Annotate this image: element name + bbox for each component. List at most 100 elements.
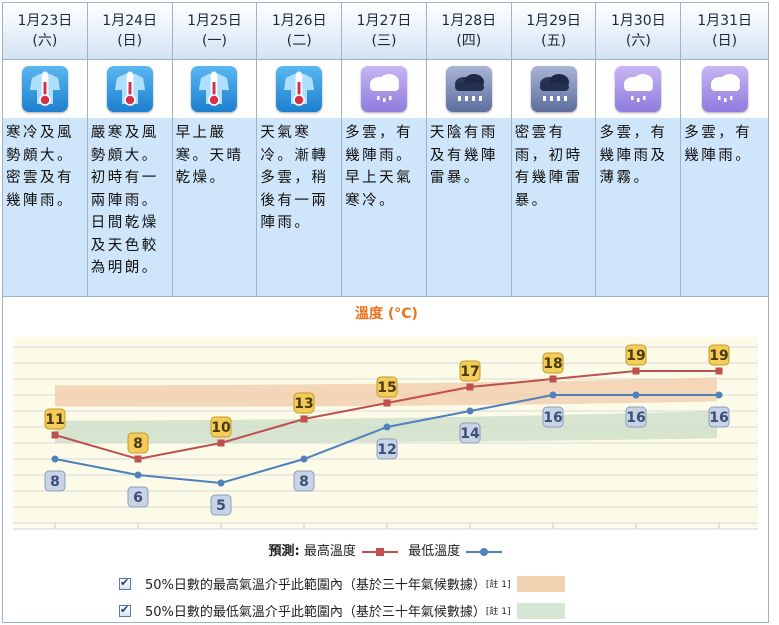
min-temp-label-box (127, 486, 149, 508)
forecast-date: 1月28日 (441, 13, 497, 29)
cold-icon (191, 66, 238, 112)
max-temp-label: 11 (45, 412, 64, 428)
min-range-checkbox[interactable] (119, 603, 131, 617)
min-temp-label-box (625, 406, 647, 428)
max-temp-label-box (210, 416, 232, 438)
max-temp-label-box (459, 360, 481, 382)
forecast-description: 早上嚴寒。天晴乾燥。 (172, 118, 257, 296)
forecast-weekday: (五) (541, 33, 567, 49)
forecast-icon-cell (681, 60, 769, 118)
max-temp-point (51, 431, 59, 439)
forecast-date: 1月25日 (187, 13, 242, 29)
min-temp-label-box (293, 470, 315, 492)
min-temp-point (715, 391, 723, 399)
forecast-weekday: (四) (456, 33, 482, 49)
legend-max-label: 最高溫度 (303, 544, 356, 559)
forecast-icon-cell (426, 60, 511, 118)
forecast-weekday: (日) (117, 33, 143, 49)
min-temp-label: 12 (377, 442, 396, 458)
forecast-icon-cell (596, 60, 681, 118)
forecast-day: 1月30日 (六) 多雲，有幾陣雨及薄霧。 (596, 3, 682, 296)
forecast-table: 1月23日 (六) 寒冷及風勢頗大。密雲及有幾陣雨。 1月24日 (日) 嚴寒及風勢頗大。… (2, 2, 769, 296)
max-temp-label-box (127, 432, 149, 454)
max-temp-label: 19 (626, 348, 645, 364)
min-temp-point (549, 391, 557, 399)
min-temp-label-box (376, 438, 398, 460)
showers-icon (361, 66, 408, 112)
min-temp-label: 5 (216, 498, 226, 514)
forecast-day: 1月29日 (五) 密雲有雨，初時有幾陣雷暴。 (511, 3, 597, 296)
max-temp-label-box (625, 344, 647, 366)
legend-min-line-icon (466, 547, 503, 556)
max-temp-point (632, 367, 640, 375)
max-temp-label-box (44, 408, 66, 430)
forecast-day-header: 1月28日 (四) (426, 3, 511, 60)
range-row-max-note[interactable]: [註 1] (485, 580, 511, 590)
showers-icon (615, 66, 662, 112)
forecast-day-header: 1月29日 (五) (511, 3, 596, 60)
min-temp-label: 6 (133, 490, 143, 506)
forecast-description: 天陰有雨及有幾陣雷暴。 (426, 118, 511, 296)
max-temp-point (715, 367, 723, 375)
forecast-icon-cell (342, 60, 426, 118)
max-temp-label-box (542, 352, 564, 374)
forecast-icon-cell (172, 60, 257, 118)
forecast-date: 1月29日 (526, 13, 581, 29)
forecast-description: 寒冷及風勢頗大。密雲及有幾陣雨。 (3, 118, 87, 296)
cold-icon (106, 66, 153, 112)
forecast-description: 多雲，有幾陣雨及薄霧。 (596, 118, 681, 296)
min-temp-point (51, 455, 59, 463)
min-temp-label: 8 (299, 474, 309, 490)
min-temp-label-box (44, 470, 66, 492)
max-temp-point (134, 455, 142, 463)
forecast-date: 1月24日 (102, 13, 158, 29)
chart-legend: 預測: 最高溫度 最低溫度 (3, 540, 770, 559)
forecast-icon-cell (257, 60, 342, 118)
max-temp-label: 17 (460, 364, 479, 380)
thunderstorm-icon (445, 66, 492, 112)
max-temp-label: 8 (133, 436, 143, 452)
legend-min-label: 最低溫度 (408, 544, 461, 559)
min-temp-point (300, 455, 308, 463)
max-temp-label: 10 (211, 420, 231, 436)
forecast-weekday: (三) (371, 33, 397, 49)
max-temp-label-box (708, 344, 730, 366)
forecast-icon-cell (87, 60, 172, 118)
min-temp-label-box (210, 494, 232, 516)
forecast-date: 1月26日 (271, 13, 327, 29)
forecast-date: 1月30日 (610, 13, 666, 29)
max-temp-point (300, 415, 308, 423)
min-temp-label: 8 (50, 474, 60, 490)
range-row-min[interactable]: 50%日數的最低氣溫介乎此範圍內（基於三十年氣候數據）[註 1] (119, 601, 565, 620)
showers-icon (701, 66, 748, 112)
temperature-plot: 11 8 10 13 15 17 18 19 19 8 6 5 8 12 14 16 16 16 (13, 337, 758, 530)
forecast-description: 多雲，有幾陣雨。早上天氣寒冷。 (342, 118, 426, 296)
max-temp-label: 13 (294, 396, 313, 412)
forecast-day-header: 1月23日 (六) (3, 3, 87, 60)
max-temp-point (466, 383, 474, 391)
max-temp-label: 19 (709, 348, 728, 364)
min-temp-point (134, 471, 142, 479)
forecast-day: 1月23日 (六) 寒冷及風勢頗大。密雲及有幾陣雨。 (3, 3, 88, 296)
min-temp-label-box (459, 422, 481, 444)
max-range-swatch (516, 575, 565, 592)
range-row-max[interactable]: 50%日數的最高氣溫介乎此範圍內（基於三十年氣候數據）[註 1] (119, 574, 565, 593)
forecast-day-header: 1月30日 (六) (596, 3, 681, 60)
min-temp-label-box (708, 406, 730, 428)
max-range-checkbox[interactable] (119, 576, 131, 590)
forecast-weekday: (一) (201, 33, 227, 49)
min-temp-point (217, 479, 225, 487)
forecast-day: 1月26日 (二) 天氣寒冷。漸轉多雲，稍後有一兩陣雨。 (257, 3, 343, 296)
max-temp-point (549, 375, 557, 383)
forecast-day: 1月25日 (一) 早上嚴寒。天晴乾燥。 (172, 3, 258, 296)
forecast-day-header: 1月25日 (一) (172, 3, 257, 60)
max-temp-label: 15 (377, 380, 396, 396)
range-row-min-note[interactable]: [註 1] (485, 607, 511, 617)
forecast-weekday: (六) (625, 33, 651, 49)
chart-title: 溫度 (°C) (355, 306, 418, 322)
min-temp-label: 16 (626, 410, 645, 426)
min-temp-label: 16 (709, 410, 728, 426)
legend-max-line-icon (362, 547, 399, 556)
temperature-chart: 溫度 (°C) 11 8 10 13 15 17 18 19 19 8 6 5 8 12 14 16 16 16 … (2, 296, 769, 623)
forecast-icon-cell (511, 60, 596, 118)
